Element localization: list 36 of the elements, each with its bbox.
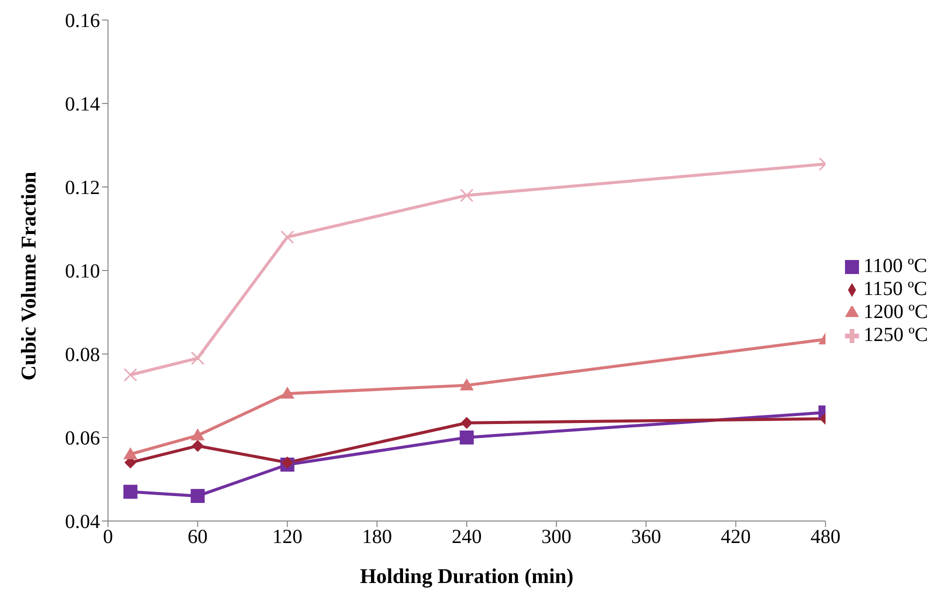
point — [190, 351, 204, 365]
x-tick-label: 480 — [810, 526, 840, 548]
point — [280, 386, 294, 399]
y-tick-label: 0.16 — [65, 10, 100, 32]
y-tick-label: 0.10 — [65, 260, 100, 283]
point — [460, 416, 473, 429]
point — [460, 378, 474, 390]
point — [281, 456, 294, 469]
x-tick-label: 0 — [103, 526, 113, 548]
point — [190, 488, 205, 503]
x-tick-label: 60 — [188, 526, 208, 548]
point — [123, 484, 138, 499]
legend-label: 1150 ºC — [863, 278, 928, 300]
y-tick-label: 0.04 — [65, 511, 100, 534]
point — [192, 440, 204, 452]
legend-label: 1200 ºC — [863, 300, 928, 322]
y-axis-title: Cubic Volume Fraction — [16, 171, 40, 380]
point — [123, 447, 138, 460]
x-tick-label: 120 — [272, 526, 302, 548]
point — [280, 230, 294, 244]
point — [460, 188, 474, 202]
x-tick-label: 420 — [720, 526, 751, 548]
x-axis-title: Holding Duration (min) — [360, 564, 574, 588]
point — [190, 428, 205, 440]
y-tick-label: 0.06 — [65, 428, 100, 450]
x-tick-label: 240 — [452, 526, 482, 548]
legend-label: 1250 ºC — [863, 324, 928, 346]
x-tick-label: 300 — [541, 526, 572, 548]
y-tick-label: 0.14 — [65, 94, 100, 116]
y-tick-label: 0.12 — [65, 177, 100, 200]
point — [124, 368, 138, 382]
point — [460, 430, 474, 444]
x-tick-label: 360 — [631, 526, 662, 548]
y-tick-label: 0.08 — [65, 344, 100, 366]
x-tick-label: 180 — [362, 526, 392, 548]
legend-label: 1100 ºC — [863, 254, 928, 276]
